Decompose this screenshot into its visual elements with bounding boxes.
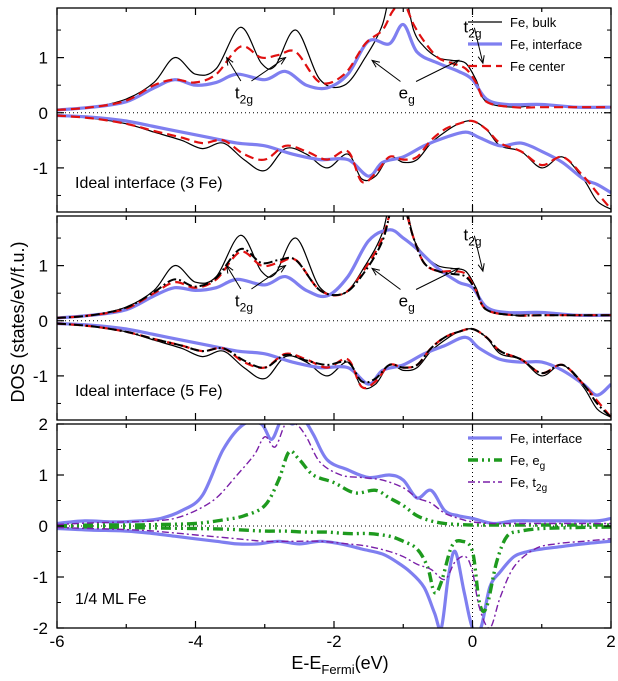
legend-label-subscript: g xyxy=(540,461,546,472)
dos-line-fe5-6 xyxy=(57,216,611,319)
x-tick-label: -4 xyxy=(188,632,203,651)
dos-line-bulk-1 xyxy=(57,114,611,210)
dos-line-t2g-5 xyxy=(57,526,611,628)
legend-label-interface: Fe, interface xyxy=(510,431,582,446)
annotation-subscript: 2g xyxy=(468,234,481,248)
dos-line-center-4 xyxy=(57,8,611,112)
dos-line-center-4 xyxy=(57,216,611,320)
x-tick-label: 2 xyxy=(606,632,615,651)
annotation-arrowhead xyxy=(477,55,485,65)
annotation-arrowhead xyxy=(277,264,287,273)
x-tick-labels: -6 -4 -2 0 2 xyxy=(49,632,615,651)
dos-line-eg-3 xyxy=(57,524,611,614)
annotation-arrowhead xyxy=(450,267,460,275)
annotation-arrowhead xyxy=(371,267,380,276)
annotation-arrow xyxy=(415,59,459,82)
dos-line-t2g-4 xyxy=(57,424,611,526)
annotation-arrow xyxy=(415,267,459,290)
annotation-subscript: 2g xyxy=(240,92,253,106)
y-tick-label: -1 xyxy=(33,159,48,178)
annotation-label: eg xyxy=(399,291,415,314)
y-tick-label: 1 xyxy=(39,257,48,276)
dos-line-fe5-7 xyxy=(57,322,611,418)
annotation-arrow xyxy=(371,267,401,290)
x-axis-label: E-EFermi(eV) xyxy=(291,653,388,677)
annotation-arrow xyxy=(226,265,242,290)
y-tick-label: 0 xyxy=(39,104,48,123)
y-tick-label: -2 xyxy=(33,619,48,638)
annotation-label: t2g xyxy=(235,83,253,106)
y-tick-label: -1 xyxy=(33,367,48,386)
dos-line-interface-2 xyxy=(57,22,611,112)
y-axis-label: DOS (states/eV/f.u.) xyxy=(8,241,28,402)
x-tick-label: -6 xyxy=(49,632,64,651)
annotation-arrowhead xyxy=(450,59,460,67)
dos-line-interface-2 xyxy=(57,228,611,320)
y-tick-label: 1 xyxy=(39,466,48,485)
legend-label-bulk: Fe, bulk xyxy=(510,15,557,30)
dos-line-center-5 xyxy=(57,322,611,418)
dos-line-bulk-1 xyxy=(57,322,611,418)
dos-line-interface-3 xyxy=(57,321,611,397)
x-tick-label: 0 xyxy=(468,632,477,651)
annotation-arrowhead xyxy=(225,56,234,66)
y-tick-label: -1 xyxy=(33,568,48,587)
y-tick-label: 2 xyxy=(39,415,48,434)
legend-label-center: Fe center xyxy=(510,59,566,74)
legend-label-t2g: Fe, t2g xyxy=(510,475,547,494)
series-group xyxy=(57,216,611,418)
annotation-label: eg xyxy=(399,83,415,106)
x-tick-label: -2 xyxy=(326,632,341,651)
annotation-arrowhead xyxy=(371,59,380,68)
y-tick-label: 0 xyxy=(39,517,48,536)
panel-label: Ideal interface (5 Fe) xyxy=(75,383,223,400)
panel-1: -1 0 1 Ideal interface (3 Fe) Fe, bulk Fe, in… xyxy=(33,7,612,213)
annotation-label: t2g xyxy=(235,291,253,314)
annotation-arrow xyxy=(226,57,242,82)
annotation-arrow xyxy=(371,59,401,82)
annotation-arrow xyxy=(251,57,286,82)
annotation-subscript: 2g xyxy=(468,26,481,40)
dos-line-interface-3 xyxy=(57,113,611,195)
panel-3: -2 -1 0 1 2 1/4 ML Fe Fe, interface Fe, eg Fe, t… xyxy=(33,415,612,638)
annotation-arrowhead xyxy=(225,264,234,274)
annotation-subscript: 2g xyxy=(240,300,253,314)
panel-label: Ideal interface (3 Fe) xyxy=(75,175,223,192)
annotation-arrow xyxy=(473,235,484,272)
annotation-subscript: g xyxy=(408,300,415,314)
annotation-arrowhead xyxy=(277,56,287,65)
series-group xyxy=(57,8,611,210)
y-tick-label: 0 xyxy=(39,312,48,331)
panels: -1 0 1 Ideal interface (3 Fe) Fe, bulk Fe, in… xyxy=(33,7,612,638)
legend-label-subscript: 2g xyxy=(536,483,547,494)
dos-line-center-5 xyxy=(57,114,611,210)
y-tick-label: 1 xyxy=(39,49,48,68)
annotation-arrow xyxy=(473,27,484,64)
annotation-arrow xyxy=(251,265,286,290)
dos-line-interface-1 xyxy=(57,526,611,628)
panel-label: 1/4 ML Fe xyxy=(75,591,147,608)
annotation-subscript: g xyxy=(408,92,415,106)
legend-label-interface: Fe, interface xyxy=(510,37,582,52)
legend-label-eg: Fe, eg xyxy=(510,453,545,472)
series-group xyxy=(57,424,611,628)
annotation-arrowhead xyxy=(477,263,485,273)
